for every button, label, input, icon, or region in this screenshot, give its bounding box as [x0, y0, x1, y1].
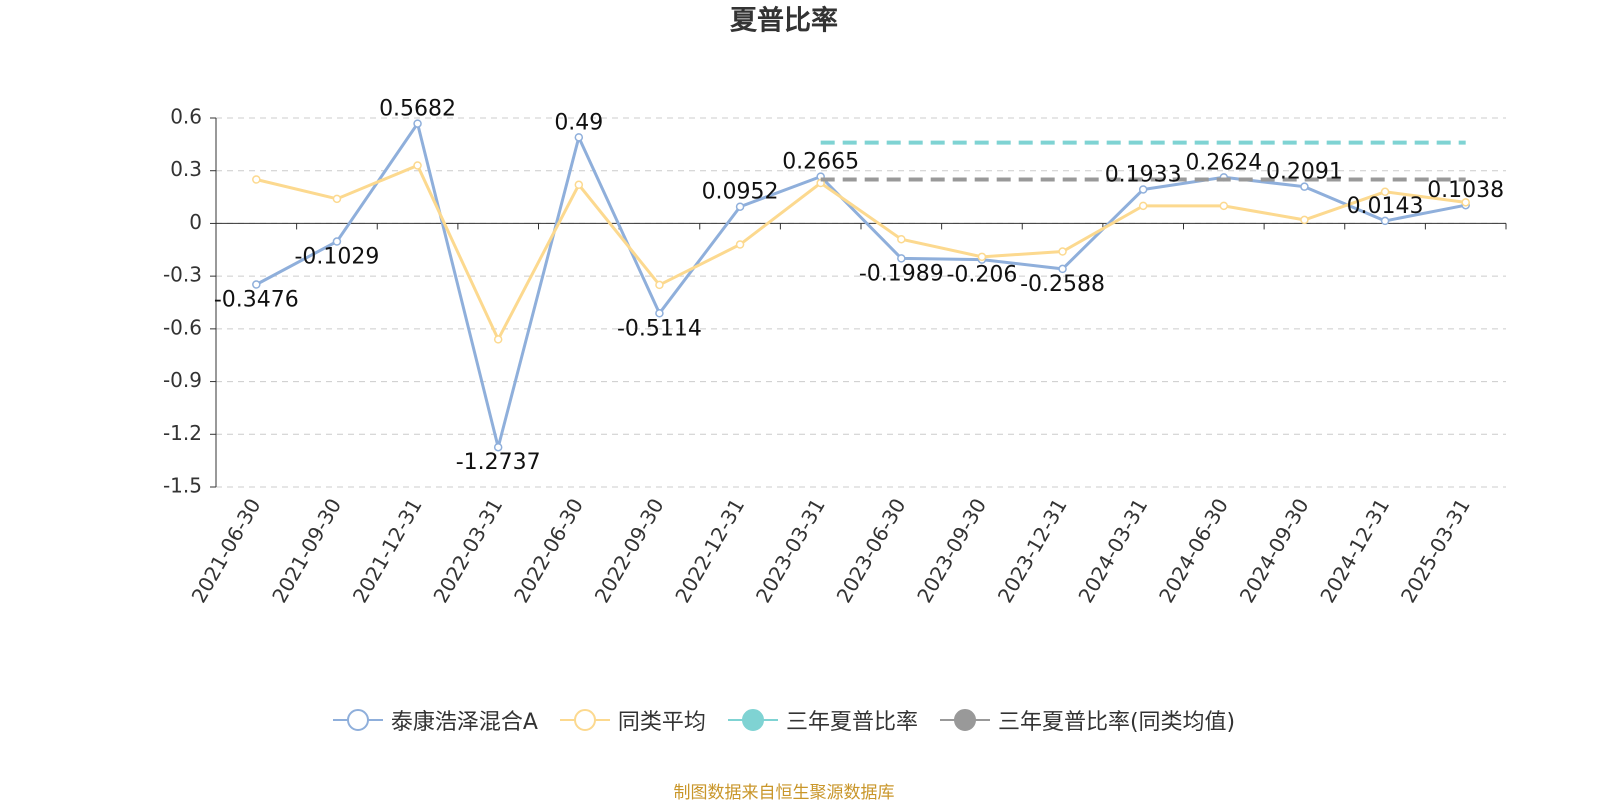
legend-icon [727, 709, 778, 731]
data-label: 0.5682 [379, 97, 456, 122]
data-point [1219, 201, 1229, 211]
data-point [1138, 185, 1148, 194]
x-tick-label: 2024-12-31 [1315, 494, 1394, 607]
y-tick-label: -0.6 [163, 315, 202, 339]
data-point [252, 175, 261, 184]
data-point [735, 240, 745, 249]
x-tick-label: 2023-03-31 [751, 494, 830, 607]
data-label: -0.5114 [617, 316, 702, 341]
x-tick-label: 2022-06-30 [509, 494, 588, 607]
data-point [897, 234, 906, 244]
y-tick-label: -1.5 [163, 474, 202, 498]
data-label: 0.2624 [1185, 150, 1262, 175]
x-tick-label: 2023-09-30 [912, 494, 991, 607]
y-tick-label: 0 [189, 210, 202, 234]
x-tick-label: 2022-03-31 [428, 494, 507, 607]
legend-item[interactable]: 泰康浩泽混合A [332, 704, 538, 736]
y-tick-label: 0.3 [170, 157, 202, 181]
x-tick-label: 2025-03-31 [1396, 494, 1475, 607]
x-tick-label: 2022-09-30 [590, 494, 669, 607]
data-point [897, 254, 906, 263]
data-label: -0.1029 [294, 245, 379, 270]
y-tick-label: -0.9 [163, 368, 202, 392]
data-point [332, 237, 342, 246]
data-point [1300, 215, 1309, 225]
x-tick-label: 2021-12-31 [348, 494, 427, 607]
legend-marker [741, 709, 764, 731]
data-point [1058, 247, 1067, 256]
data-point [413, 161, 422, 170]
legend-item[interactable]: 三年夏普比率 [727, 704, 918, 736]
data-label: -0.2588 [1020, 272, 1105, 297]
x-tick-label: 2023-12-31 [993, 494, 1072, 607]
data-point [1300, 182, 1309, 191]
data-label: -0.206 [946, 263, 1017, 288]
data-label: 0.1038 [1427, 178, 1504, 203]
legend-label: 三年夏普比率(同类均值) [997, 710, 1236, 735]
source-note: 制图数据来自恒生聚源数据库 [673, 783, 895, 803]
data-point [735, 202, 745, 211]
data-point [977, 252, 987, 262]
data-point [252, 280, 261, 289]
data-point [1058, 264, 1067, 274]
legend-marker [346, 709, 369, 731]
legend-label: 同类平均 [617, 710, 706, 735]
data-label: 0.0143 [1347, 194, 1424, 219]
legend-label: 三年夏普比率 [785, 710, 918, 735]
y-tick-label: -0.3 [163, 263, 202, 287]
data-label: 0.0952 [702, 180, 779, 205]
x-tick-label: 2024-03-31 [1073, 494, 1152, 607]
legend-item[interactable]: 同类平均 [559, 704, 706, 736]
data-point [655, 280, 664, 290]
legend-icon [939, 709, 990, 731]
legend-marker [573, 709, 596, 731]
data-point [1380, 187, 1390, 197]
data-point [1380, 216, 1390, 226]
legend-icon [332, 709, 383, 731]
data-point [1138, 201, 1148, 211]
x-tick-label: 2024-09-30 [1235, 494, 1314, 607]
x-tick-label: 2024-06-30 [1154, 494, 1233, 607]
data-label: 0.2665 [782, 150, 859, 175]
data-point [493, 335, 503, 344]
data-label: -0.3476 [214, 288, 299, 313]
chart-title: 夏普比率 [730, 5, 838, 37]
data-point [332, 194, 342, 204]
x-tick-label: 2023-06-30 [832, 494, 911, 607]
data-label: 0.49 [554, 110, 603, 135]
data-point [493, 442, 503, 452]
data-label: -1.2737 [456, 450, 541, 475]
data-label: -0.1989 [859, 261, 944, 286]
legend-icon [559, 709, 610, 731]
chart: 夏普比率 0.6 0.3 0 -0.3 -0.6 -0.9 -1.2 -1.52021-06-… [163, 5, 1507, 607]
y-tick-label: 0.6 [170, 105, 202, 129]
y-tick-label: -1.2 [163, 421, 202, 445]
legend-marker [953, 709, 976, 731]
legend-item[interactable]: 三年夏普比率(同类均值) [939, 704, 1236, 736]
x-tick-label: 2021-06-30 [187, 494, 266, 607]
series-line [255, 119, 1466, 448]
legend: 泰康浩泽混合A 同类平均 三年夏普比率 三年夏普比率(同类均值) [0, 704, 1568, 736]
data-point [1461, 198, 1470, 207]
data-point [655, 309, 664, 318]
data-label: 0.2091 [1266, 160, 1343, 185]
data-point [574, 180, 584, 190]
series-line [255, 163, 1466, 343]
data-point [413, 119, 422, 128]
legend-label: 泰康浩泽混合A [390, 710, 538, 735]
data-point [574, 133, 584, 142]
x-tick-label: 2021-09-30 [267, 494, 346, 607]
data-label: 0.1933 [1105, 162, 1182, 187]
x-tick-label: 2022-12-31 [670, 494, 749, 607]
